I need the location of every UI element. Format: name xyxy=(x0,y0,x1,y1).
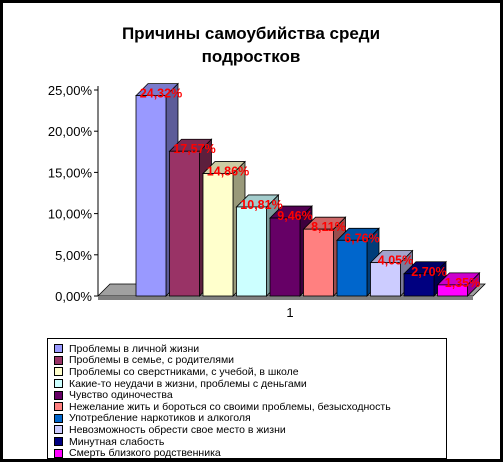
chart-panel: Причины самоубийства среди подростков 0,… xyxy=(3,3,500,459)
data-label: 8,11% xyxy=(311,220,346,234)
bar xyxy=(269,217,301,297)
legend-swatch xyxy=(54,448,63,458)
chart-title-line-2: подростков xyxy=(202,47,301,66)
bar xyxy=(169,150,200,297)
legend-label: Невозможность обрести свое место в жизни xyxy=(69,423,286,436)
legend-swatch xyxy=(54,355,63,365)
legend-swatch xyxy=(54,390,63,400)
bar xyxy=(303,228,334,297)
y-tick-label: 15,00% xyxy=(48,165,93,180)
legend-swatch xyxy=(54,344,63,354)
legend-label: Проблемы в семье, с родителями xyxy=(69,354,235,367)
legend-swatch xyxy=(54,437,63,447)
x-category-label: 1 xyxy=(286,305,293,320)
y-tick-label: 5,00% xyxy=(55,248,92,263)
data-label: 17,57% xyxy=(173,142,215,156)
data-label: 4,05% xyxy=(378,254,413,268)
legend-label: Проблемы со сверстниками, с учебой, в шк… xyxy=(69,365,299,378)
chart-title-line-1: Причины самоубийства среди xyxy=(122,24,380,43)
legend-label: Нежелание жить и бороться со своими проб… xyxy=(69,400,391,413)
legend-label: Смерть близкого родственника xyxy=(69,447,221,460)
bar xyxy=(202,173,234,297)
data-label: 24,32% xyxy=(140,87,182,101)
legend-item: Смерть близкого родственника xyxy=(54,447,446,459)
data-label: 1,35% xyxy=(445,276,480,290)
bar xyxy=(403,273,435,297)
y-tick-label: 20,00% xyxy=(48,124,93,139)
legend-item: Минутная слабость xyxy=(54,436,446,448)
floor-edge xyxy=(98,296,473,300)
bar xyxy=(135,95,167,297)
data-label: 9,46% xyxy=(277,209,312,223)
chart-canvas: Причины самоубийства среди подростков 0,… xyxy=(48,24,486,320)
y-tick-label: 10,00% xyxy=(48,207,93,222)
data-label: 10,81% xyxy=(240,198,282,212)
y-tick-label: 25,00% xyxy=(48,83,93,98)
legend-item: Какие-то неудачи в жизни, проблемы с ден… xyxy=(54,378,446,390)
legend-item: Невозможность обрести свое место в жизни xyxy=(54,424,446,436)
legend-swatch xyxy=(54,367,63,377)
data-label: 2,70% xyxy=(411,265,446,279)
bar xyxy=(370,262,401,297)
legend-swatch xyxy=(54,425,63,435)
legend-label: Употребление наркотиков и алкоголя xyxy=(69,412,251,425)
legend-item: Чувство одиночества xyxy=(54,389,446,401)
bar xyxy=(437,284,468,297)
legend-label: Проблемы в личной жизни xyxy=(69,342,200,355)
legend-label: Чувство одиночества xyxy=(69,389,173,402)
data-label: 6,76% xyxy=(344,231,379,245)
legend-item: Проблемы в семье, с родителями xyxy=(54,354,446,367)
legend-item: Нежелание жить и бороться со своими проб… xyxy=(54,401,446,413)
legend-item: Проблемы со сверстниками, с учебой, в шк… xyxy=(54,366,446,378)
legend: Проблемы в личной жизни Проблемы в семье,… xyxy=(47,338,447,459)
legend-item: Проблемы в личной жизни xyxy=(54,343,446,355)
data-label: 14,86% xyxy=(207,165,249,179)
legend-swatch xyxy=(54,413,63,423)
plot-area: 0,00% 5,00% 10,00% 15,00% 20,00% 25,00% 24,32%… xyxy=(48,78,486,304)
y-tick-label: 0,00% xyxy=(55,289,92,304)
legend-label: Минутная слабость xyxy=(69,435,165,448)
legend-swatch xyxy=(54,379,63,389)
legend-label: Какие-то неудачи в жизни, проблемы с ден… xyxy=(69,377,307,390)
legend-swatch xyxy=(54,402,63,412)
bar xyxy=(336,239,368,297)
legend-item: Употребление наркотиков и алкоголя xyxy=(54,412,446,425)
bar xyxy=(236,206,267,297)
